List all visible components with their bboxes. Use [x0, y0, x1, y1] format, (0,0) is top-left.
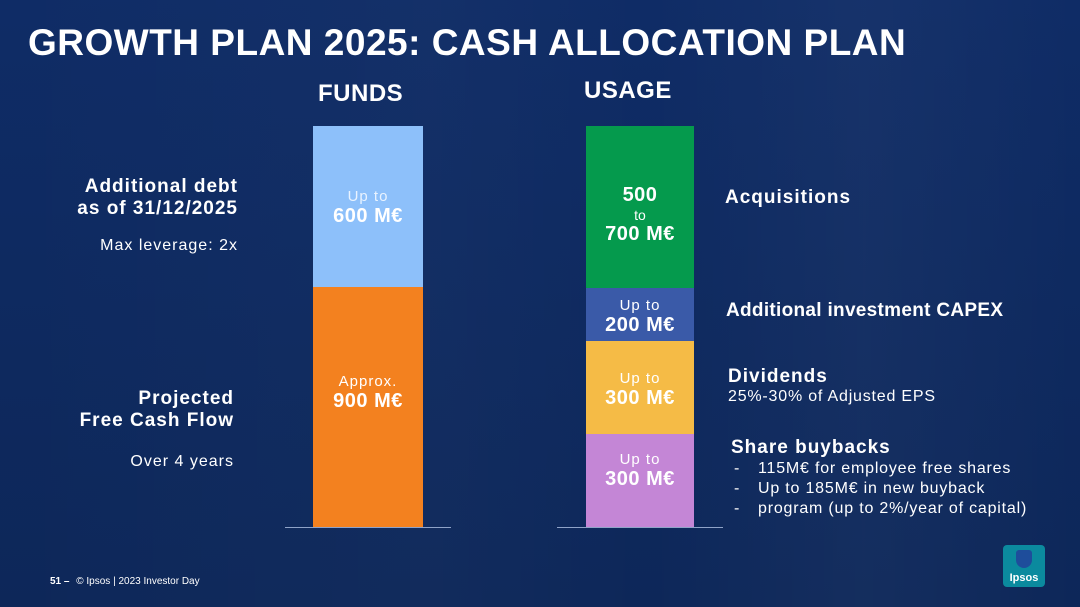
- fcf-label-line2: Free Cash Flow: [79, 410, 234, 431]
- segment-value: 300 M€: [605, 468, 675, 490]
- logo-mark-icon: [1016, 550, 1032, 568]
- segment-prefix: Approx.: [338, 373, 398, 390]
- bar-segment-fcf: Approx. 900 M€: [313, 287, 423, 527]
- usage-heading: USAGE: [584, 77, 672, 104]
- debt-label-line2: as of 31/12/2025: [77, 198, 238, 219]
- segment-value-min: 500: [622, 184, 658, 206]
- list-item: Up to 185M€ in new buyback: [732, 479, 1027, 499]
- fcf-label-line1: Projected: [138, 388, 234, 409]
- acquisitions-label: Acquisitions: [725, 187, 852, 208]
- logo-wordmark: Ipsos: [1009, 572, 1039, 584]
- funds-heading: FUNDS: [318, 80, 404, 107]
- bar-segment-capex: Up to 200 M€: [586, 288, 694, 341]
- capex-label: Additional investment CAPEX: [726, 300, 1004, 321]
- list-item-continuation: program (up to 2%/year of capital): [732, 499, 1027, 519]
- ipsos-logo: Ipsos: [1003, 545, 1045, 587]
- buybacks-label: Share buybacks: [731, 437, 891, 458]
- segment-value: 600 M€: [333, 205, 403, 227]
- segment-value: 900 M€: [333, 390, 403, 412]
- usage-baseline: [557, 527, 723, 528]
- segment-prefix: Up to: [619, 297, 661, 314]
- list-item: 115M€ for employee free shares: [732, 459, 1027, 479]
- bar-segment-acquisitions: 500 to 700 M€: [586, 126, 694, 288]
- bar-segment-buybacks: Up to 300 M€: [586, 434, 694, 527]
- bar-segment-debt: Up to 600 M€: [313, 126, 423, 287]
- bar-segment-dividends: Up to 300 M€: [586, 341, 694, 434]
- list-item-text: program (up to 2%/year of capital): [758, 500, 1028, 517]
- segment-range-word: to: [634, 207, 646, 223]
- debt-label-line1: Additional debt: [84, 176, 238, 197]
- buyback-details-list: 115M€ for employee free shares Up to 185…: [732, 459, 1027, 519]
- dividends-sub-label: 25%-30% of Adjusted EPS: [728, 388, 936, 405]
- footer-text: © Ipsos | 2023 Investor Day: [76, 576, 200, 587]
- dividends-label: Dividends: [728, 366, 828, 387]
- segment-value: 200 M€: [605, 314, 675, 336]
- footer: 51 – © Ipsos | 2023 Investor Day: [50, 576, 200, 587]
- segment-value: 300 M€: [605, 387, 675, 409]
- segment-value-max: 700 M€: [605, 223, 675, 245]
- segment-prefix: Up to: [619, 451, 661, 468]
- leverage-note: Max leverage: 2x: [100, 237, 238, 254]
- fcf-label: Projected Free Cash Flow: [80, 388, 234, 432]
- segment-prefix: Up to: [347, 188, 389, 205]
- fcf-period-note: Over 4 years: [130, 453, 234, 470]
- segment-prefix: Up to: [619, 370, 661, 387]
- page-number: 51 –: [50, 576, 70, 587]
- page-title: GROWTH PLAN 2025: CASH ALLOCATION PLAN: [28, 22, 907, 63]
- debt-label: Additional debt as of 31/12/2025: [77, 176, 238, 220]
- funds-baseline: [285, 527, 451, 528]
